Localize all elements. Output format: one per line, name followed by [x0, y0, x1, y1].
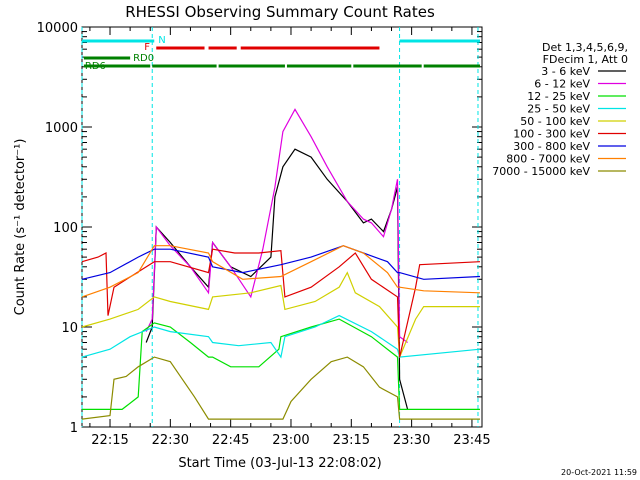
- legend-entry-label: 25 - 50 keV: [527, 103, 590, 116]
- legend-header: Det 1,3,4,5,6,9,: [542, 41, 628, 54]
- x-tick-label: 22:30: [152, 433, 189, 448]
- y-tick-label: 1: [70, 421, 78, 436]
- x-tick-label: 22:15: [91, 433, 128, 448]
- x-tick-label: 23:45: [453, 433, 490, 448]
- legend-header: FDecim 1, Att 0: [543, 53, 628, 66]
- flag-label: F: [144, 42, 150, 53]
- legend-entry-label: 7000 - 15000 keV: [492, 165, 590, 178]
- series-line: [81, 248, 481, 358]
- x-axis-label: Start Time (03-Jul-13 22:08:02): [178, 456, 381, 471]
- y-tick-label: 1000: [45, 121, 78, 136]
- x-tick-label: 23:15: [333, 433, 370, 448]
- legend-entry-label: 6 - 12 keV: [534, 78, 590, 91]
- legend-entry-label: 300 - 800 keV: [513, 140, 590, 153]
- legend: Det 1,3,4,5,6,9,FDecim 1, Att 03 - 6 keV…: [492, 41, 628, 178]
- flag-label: N: [158, 35, 165, 46]
- series-lines: [81, 108, 481, 420]
- x-axis: 22:15 22:30 22:45 23:00 23:15 23:30 23:45: [89, 27, 491, 448]
- plot-frame: [81, 26, 483, 428]
- legend-entry-label: 100 - 300 keV: [513, 128, 590, 141]
- series-line: [81, 245, 481, 280]
- x-tick-label: 23:30: [393, 433, 430, 448]
- series-line: [145, 148, 409, 410]
- timestamp: 20-Oct-2021 11:59: [561, 468, 637, 477]
- legend-entry-label: 12 - 25 keV: [527, 90, 590, 103]
- series-line: [145, 108, 408, 343]
- flag-label: RD6: [85, 61, 106, 72]
- vertical-markers: [81, 27, 479, 427]
- y-axis-label: Count Rate (s⁻¹ detector⁻¹): [13, 139, 28, 316]
- series-line: [81, 314, 481, 359]
- legend-entry-label: 50 - 100 keV: [520, 115, 590, 128]
- y-tick-label: 10000: [37, 21, 78, 36]
- series-line: [81, 245, 481, 298]
- x-tick-label: 23:00: [272, 433, 309, 448]
- legend-entry-label: 800 - 7000 keV: [506, 153, 590, 166]
- flag-label: RD0: [133, 53, 154, 64]
- y-axis: 1 10 100 1000 10000: [37, 21, 482, 436]
- legend-entry-label: 3 - 6 keV: [541, 65, 590, 78]
- x-tick-label: 22:45: [212, 433, 249, 448]
- y-tick-label: 10: [61, 321, 78, 336]
- series-line: [81, 356, 480, 420]
- chart-title: RHESSI Observing Summary Count Rates: [125, 3, 435, 21]
- y-tick-label: 100: [53, 221, 78, 236]
